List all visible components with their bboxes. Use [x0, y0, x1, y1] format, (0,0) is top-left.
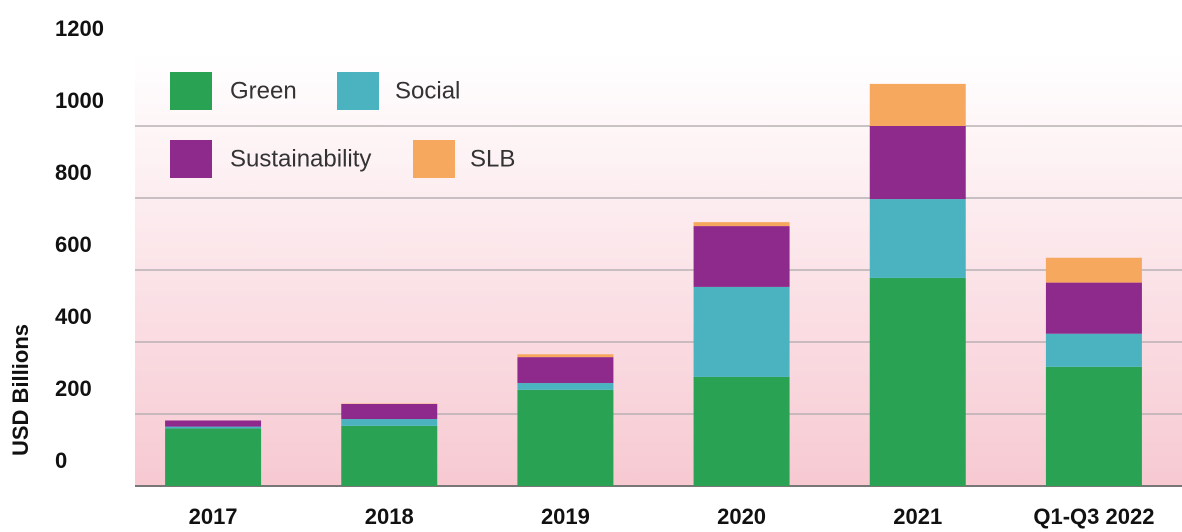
bar-segment	[165, 420, 262, 427]
bar-segment	[693, 376, 790, 486]
bars	[165, 83, 1142, 486]
x-tick-label: 2021	[893, 504, 942, 529]
labels: 0 200 400 600 800 1000 1200 2017 2018 2019 2020 202…	[55, 16, 1154, 529]
legend-label: Sustainability	[230, 145, 371, 172]
bar-segment	[869, 277, 966, 486]
y-tick-label: 800	[55, 160, 92, 185]
legend-swatch	[170, 140, 212, 178]
x-tick-label: 2017	[189, 504, 238, 529]
y-tick-label: 1000	[55, 88, 104, 113]
bar-segment	[517, 354, 614, 358]
legend-swatch	[413, 140, 455, 178]
bar-segment	[341, 425, 438, 486]
bar-segment	[517, 357, 614, 384]
bar-segment	[693, 286, 790, 377]
bar-segment	[341, 403, 438, 420]
bar-segment	[1045, 333, 1142, 367]
bar-segment	[1045, 282, 1142, 334]
grid	[135, 125, 1182, 487]
y-axis-label: USD Billions	[8, 324, 33, 456]
bar-segment	[869, 126, 966, 200]
legend-label: SLB	[470, 145, 515, 172]
x-tick-label: Q1-Q3 2022	[1033, 504, 1154, 529]
bar-segment	[693, 222, 790, 227]
legend-swatch	[337, 72, 379, 110]
bar-segment	[1045, 366, 1142, 486]
x-tick-label: 2020	[717, 504, 766, 529]
x-tick-label: 2018	[365, 504, 414, 529]
bar-segment	[869, 199, 966, 278]
x-tick-label: 2019	[541, 504, 590, 529]
y-tick-label: 1200	[55, 16, 104, 41]
bar-segment	[341, 419, 438, 426]
bar-segment	[693, 226, 790, 287]
bar-segment	[517, 383, 614, 390]
legend-label: Social	[395, 77, 460, 104]
y-tick-label: 600	[55, 232, 92, 257]
y-tick-label: 400	[55, 304, 92, 329]
y-tick-label: 200	[55, 376, 92, 401]
legend-label: Green	[230, 77, 297, 104]
bar-segment	[869, 83, 966, 126]
bar-segment	[165, 426, 262, 429]
bar-segment	[1045, 257, 1142, 283]
bar-segment	[517, 389, 614, 486]
bar-segment	[165, 428, 262, 486]
legend: Green Social Sustainability SLB	[170, 72, 515, 178]
legend-swatch	[170, 72, 212, 110]
y-tick-label: 0	[55, 448, 67, 473]
